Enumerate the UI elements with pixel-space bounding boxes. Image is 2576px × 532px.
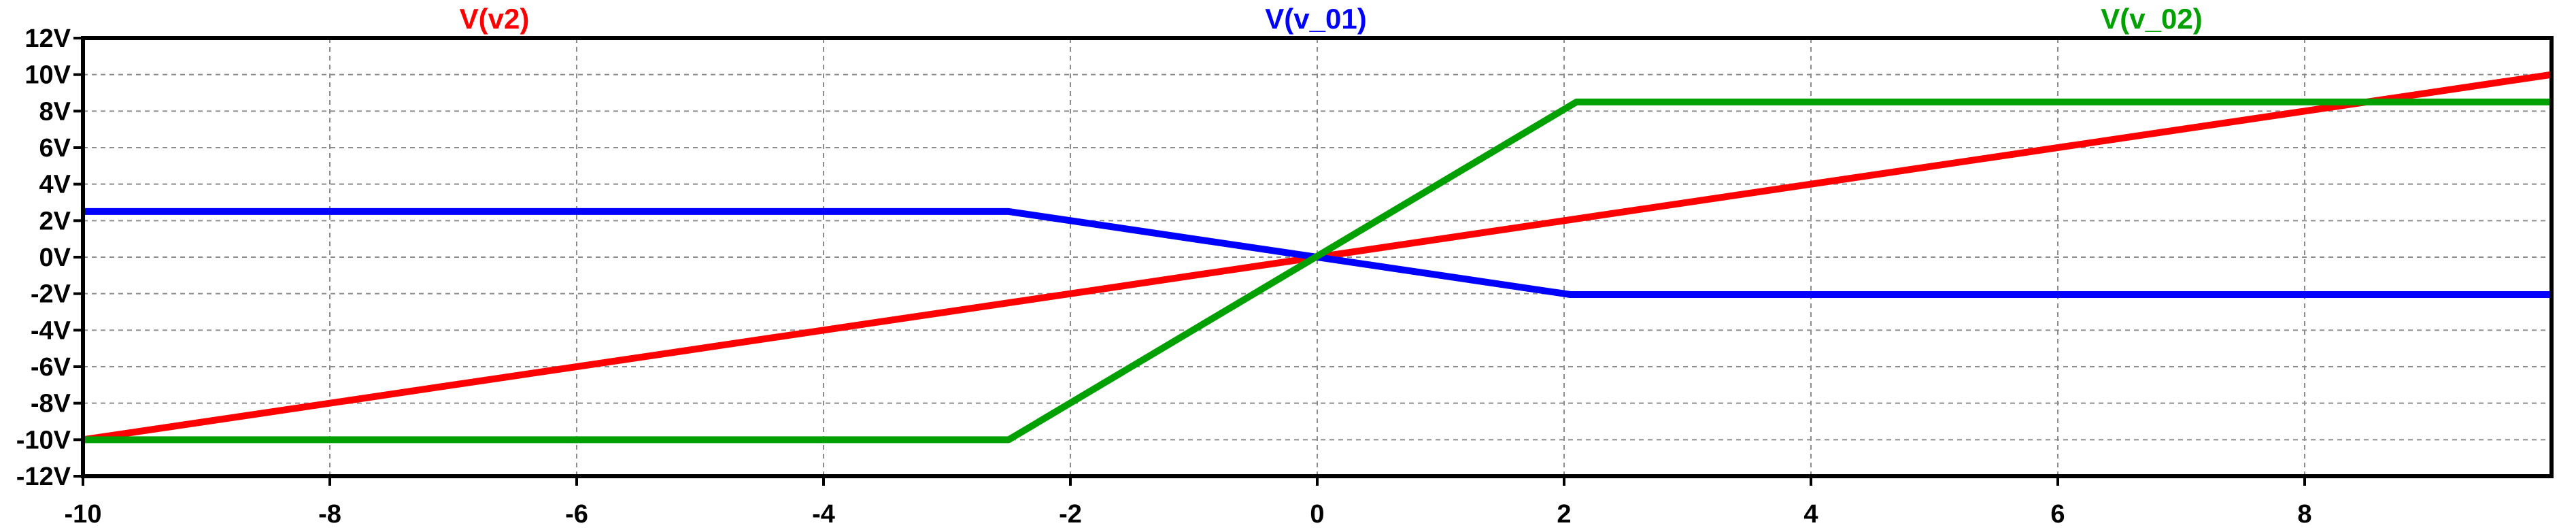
x-tick-label: 6	[2050, 500, 2065, 529]
legend-entry-0: V(v2)	[460, 3, 530, 35]
x-tick-label: -4	[812, 500, 835, 529]
y-tick-label: 12V	[24, 24, 71, 53]
y-tick-label: 8V	[39, 97, 71, 126]
y-tick-label: 0V	[39, 244, 71, 272]
x-tick-label: -10	[65, 500, 102, 529]
y-tick-label: -2V	[31, 280, 71, 309]
x-tick-label: -6	[565, 500, 588, 529]
x-tick-label: 8	[2297, 500, 2311, 529]
x-tick-label: 2	[1557, 500, 1571, 529]
x-tick-label: -2	[1059, 500, 1082, 529]
series-lines	[82, 71, 2552, 444]
y-tick-label: 2V	[39, 207, 71, 235]
y-tick-label: -12V	[16, 463, 71, 491]
y-axis-ticks: 12V 10V 8V 6V 4V 2V 0V -2V -4V -6V -8V -10V -12V	[16, 24, 83, 491]
legend-entry-1: V(v_01)	[1265, 3, 1366, 35]
y-tick-label: 6V	[39, 134, 71, 163]
x-tick-label: 4	[1803, 500, 1818, 529]
x-tick-label: 0	[1310, 500, 1324, 529]
y-tick-label: 4V	[39, 171, 71, 199]
y-tick-label: -4V	[31, 316, 71, 345]
y-tick-label: -10V	[16, 426, 71, 454]
legend-entry-2: V(v_02)	[2101, 3, 2202, 35]
legend: V(v2) V(v_01) V(v_02)	[460, 3, 2203, 35]
series-line-1	[83, 207, 2552, 299]
y-tick-label: -6V	[31, 353, 71, 382]
x-tick-label: -8	[318, 500, 341, 529]
y-tick-label: -8V	[31, 390, 71, 418]
series-line-2	[83, 98, 2552, 444]
x-axis-ticks: -10 -8 -6 -4 -2 0 2 4 6 8	[65, 476, 2312, 529]
y-tick-label: 10V	[24, 61, 71, 90]
